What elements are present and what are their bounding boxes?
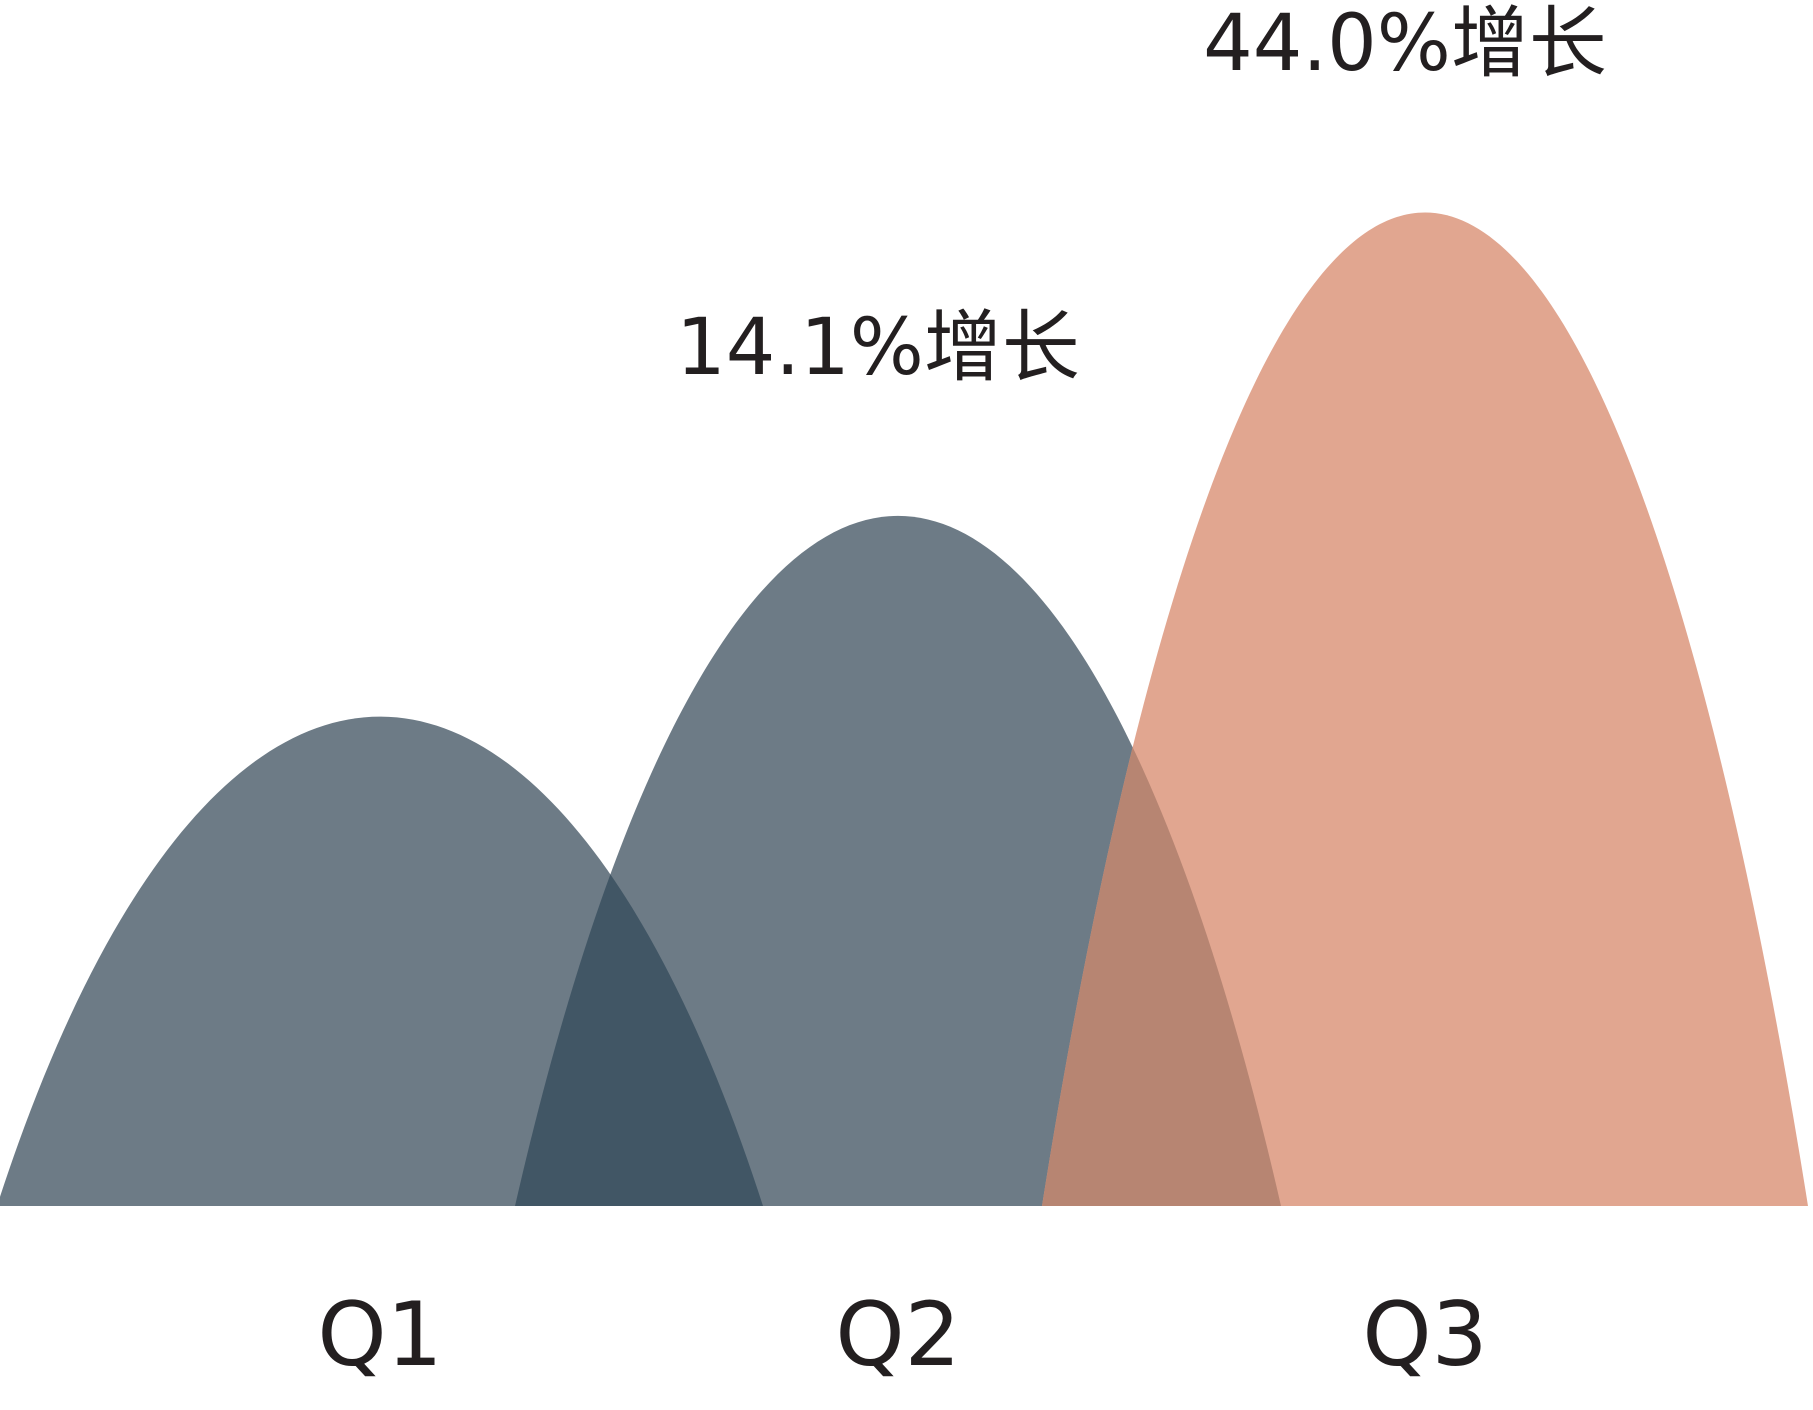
data-labels: 14.1%增长 44.0%增长 [676, 0, 1607, 393]
category-label-q2: Q2 [835, 1283, 960, 1386]
data-label-q2: 14.1%增长 [676, 303, 1080, 393]
data-label-q3: 44.0%增长 [1203, 0, 1607, 89]
area-q3 [1042, 212, 1808, 1206]
category-labels: Q1 Q2 Q3 [317, 1283, 1487, 1386]
category-label-q1: Q1 [317, 1283, 442, 1386]
category-label-q3: Q3 [1362, 1283, 1487, 1386]
